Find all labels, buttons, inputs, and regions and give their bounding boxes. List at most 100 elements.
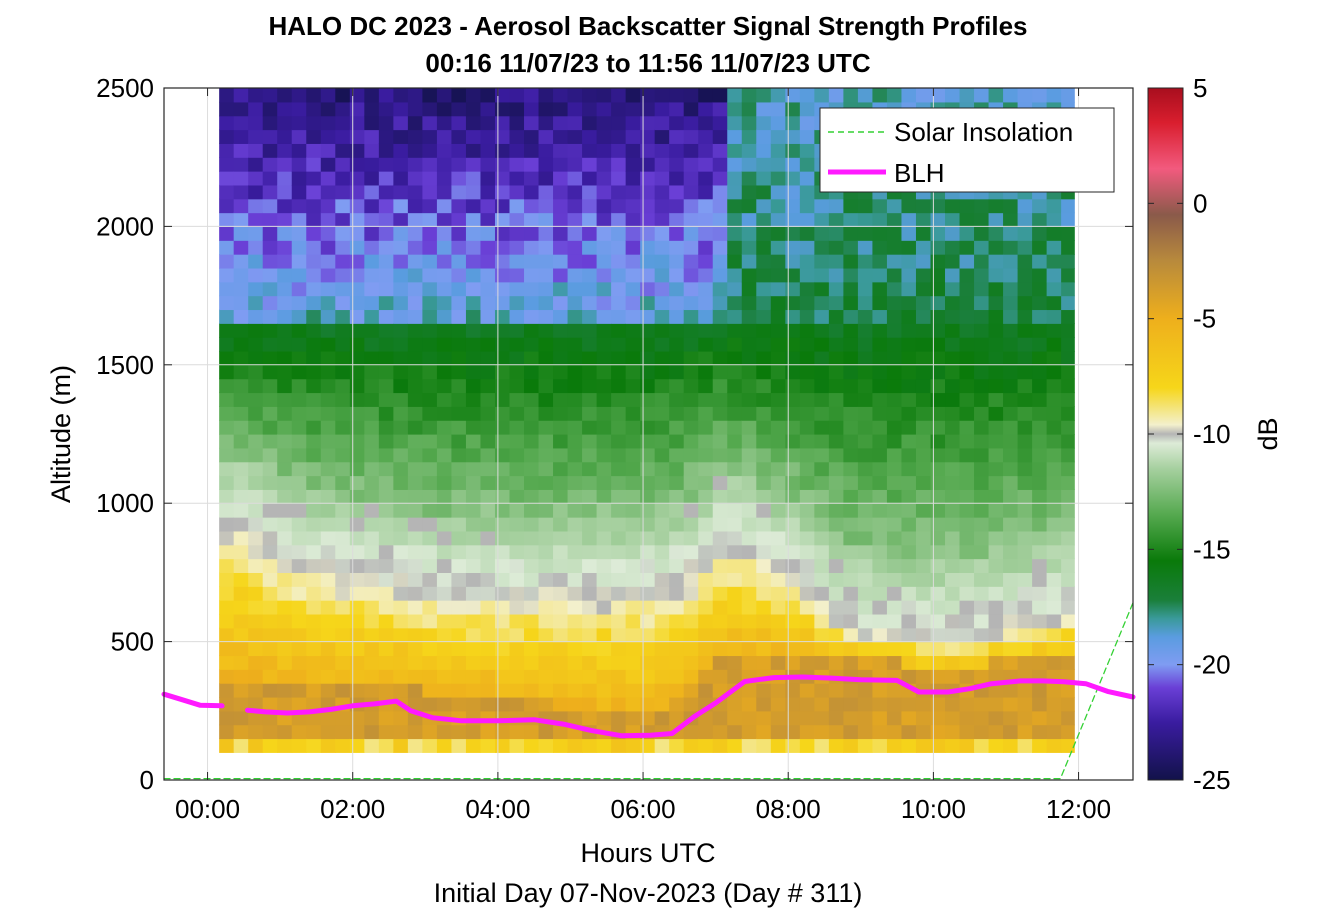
heatmap-cell bbox=[828, 378, 844, 394]
heatmap-cell bbox=[770, 572, 786, 587]
heatmap-cell bbox=[741, 447, 757, 463]
heatmap-cell bbox=[582, 129, 598, 144]
heatmap-cell bbox=[1017, 738, 1033, 753]
heatmap-cell bbox=[436, 641, 453, 657]
heatmap-cell bbox=[219, 489, 235, 504]
heatmap-cell bbox=[959, 558, 975, 573]
heatmap-cell bbox=[886, 655, 903, 670]
heatmap-cell bbox=[233, 627, 249, 643]
heatmap-cell bbox=[596, 212, 612, 227]
heatmap-cell bbox=[669, 240, 685, 255]
heatmap-cell bbox=[233, 184, 249, 200]
heatmap-cell bbox=[712, 655, 728, 670]
heatmap-cell bbox=[843, 323, 859, 338]
heatmap-cell bbox=[509, 641, 525, 657]
heatmap-cell bbox=[596, 101, 612, 117]
heatmap-cell bbox=[669, 157, 685, 172]
heatmap-cell bbox=[669, 184, 685, 200]
heatmap-cell bbox=[886, 198, 903, 214]
heatmap-cell bbox=[698, 309, 714, 324]
heatmap-cell bbox=[669, 337, 685, 352]
heatmap-cell bbox=[770, 586, 786, 601]
heatmap-cell bbox=[654, 129, 670, 144]
heatmap-cell bbox=[291, 489, 307, 504]
heatmap-cell bbox=[611, 669, 627, 684]
heatmap-cell bbox=[669, 627, 685, 643]
heatmap-cell bbox=[494, 184, 511, 200]
heatmap-cell bbox=[756, 530, 772, 546]
heatmap-cell bbox=[407, 503, 423, 518]
heatmap-cell bbox=[509, 434, 525, 449]
heatmap-cell bbox=[857, 503, 874, 518]
heatmap-cell bbox=[436, 503, 453, 518]
heatmap-cell bbox=[1061, 655, 1075, 670]
heatmap-cell bbox=[538, 212, 554, 227]
heatmap-cell bbox=[654, 392, 670, 407]
heatmap-cell bbox=[974, 696, 990, 712]
heatmap-cell bbox=[785, 613, 801, 629]
heatmap-cell bbox=[494, 683, 511, 698]
heatmap-cell bbox=[320, 475, 336, 490]
heatmap-cell bbox=[654, 350, 670, 366]
heatmap-cell bbox=[291, 655, 307, 670]
heatmap-cell bbox=[669, 115, 685, 131]
heatmap-cell bbox=[1046, 281, 1062, 297]
heatmap-cell bbox=[669, 323, 685, 338]
heatmap-cell bbox=[407, 281, 423, 297]
heatmap-cell bbox=[465, 600, 482, 615]
heatmap-cell bbox=[814, 447, 830, 463]
heatmap-cell bbox=[262, 101, 278, 117]
heatmap-cell bbox=[219, 600, 235, 615]
heatmap-cell bbox=[291, 350, 307, 366]
heatmap-cell bbox=[741, 350, 757, 366]
heatmap-cell bbox=[930, 517, 946, 532]
heatmap-cell bbox=[509, 392, 525, 407]
heatmap-cell bbox=[393, 461, 409, 477]
heatmap-cell bbox=[1032, 406, 1048, 421]
heatmap-cell bbox=[320, 738, 336, 753]
heatmap-cell bbox=[320, 337, 336, 352]
heatmap-cell bbox=[1046, 226, 1062, 241]
heatmap-cell bbox=[741, 489, 757, 504]
heatmap-cell bbox=[407, 295, 423, 311]
heatmap-cell bbox=[262, 641, 278, 657]
heatmap-cell bbox=[509, 447, 525, 463]
heatmap-cell bbox=[727, 489, 743, 504]
heatmap-cell bbox=[988, 447, 1004, 463]
heatmap-cell bbox=[538, 129, 554, 144]
heatmap-cell bbox=[364, 350, 380, 366]
heatmap-cell bbox=[219, 240, 235, 255]
heatmap-cell bbox=[901, 669, 917, 684]
heatmap-cell bbox=[306, 364, 322, 380]
heatmap-cell bbox=[770, 683, 786, 698]
heatmap-cell bbox=[335, 641, 351, 657]
heatmap-cell bbox=[349, 212, 365, 227]
heatmap-cell bbox=[756, 641, 772, 657]
heatmap-cell bbox=[959, 710, 975, 726]
heatmap-cell bbox=[349, 420, 365, 435]
heatmap-cell bbox=[683, 669, 699, 684]
heatmap-cell bbox=[756, 364, 772, 380]
heatmap-cell bbox=[915, 544, 932, 560]
heatmap-cell bbox=[988, 710, 1004, 726]
heatmap-cell bbox=[538, 447, 554, 463]
heatmap-cell bbox=[436, 212, 453, 227]
heatmap-cell bbox=[974, 337, 990, 352]
heatmap-cell bbox=[1061, 696, 1075, 712]
heatmap-cell bbox=[378, 434, 394, 449]
heatmap-cell bbox=[233, 309, 249, 324]
heatmap-cell bbox=[509, 544, 525, 560]
heatmap-cell bbox=[465, 517, 482, 532]
heatmap-cell bbox=[945, 613, 961, 629]
heatmap-cell bbox=[669, 281, 685, 297]
heatmap-cell bbox=[741, 613, 757, 629]
heatmap-cell bbox=[451, 600, 467, 615]
heatmap-cell bbox=[262, 517, 278, 532]
heatmap-cell bbox=[770, 254, 786, 269]
heatmap-cell bbox=[915, 641, 932, 657]
heatmap-cell bbox=[799, 267, 815, 283]
heatmap-cell bbox=[654, 683, 670, 698]
heatmap-cell bbox=[945, 323, 961, 338]
heatmap-cell bbox=[422, 683, 438, 698]
heatmap-cell bbox=[901, 544, 917, 560]
